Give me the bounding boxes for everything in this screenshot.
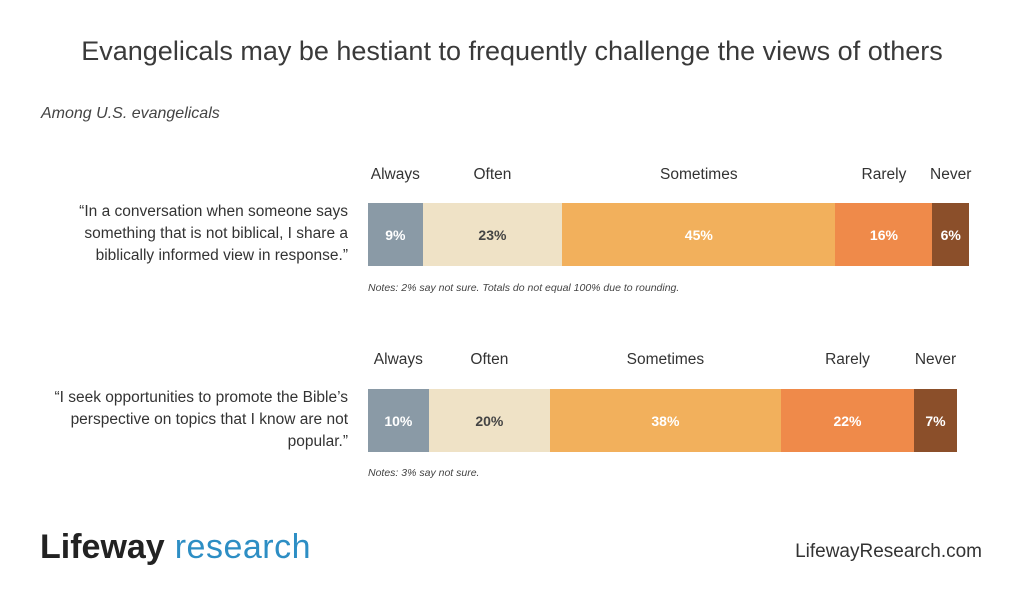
bar-segment-always: 9% (368, 203, 423, 266)
chart-2-note: Notes: 3% say not sure. (368, 467, 480, 479)
data-label: 23% (478, 226, 507, 243)
question-1: “In a conversation when someone says som… (79, 203, 348, 264)
chart-subtitle: Among U.S. evangelicals (41, 105, 220, 122)
category-label-always: Always (370, 166, 420, 183)
category-label-often: Often (470, 351, 509, 368)
data-label: 16% (869, 226, 898, 243)
category-label-often: Often (473, 166, 512, 183)
bar-segment-rarely: 16% (835, 203, 933, 266)
bar-segment-always: 10% (368, 389, 429, 452)
question-2: “I seek opportunities to promote the Bib… (54, 389, 348, 450)
category-label-never: Never (930, 166, 972, 183)
data-label: 45% (684, 226, 713, 243)
data-label: 9% (385, 226, 406, 243)
category-label-rarely: Rarely (861, 166, 907, 183)
bar-segment-rarely: 22% (780, 389, 915, 452)
chart-title: Evangelicals may be hestiant to frequent… (81, 36, 943, 66)
category-label-never: Never (914, 351, 957, 368)
category-label-sometimes: Sometimes (660, 166, 738, 183)
chart-1-note: Notes: 2% say not sure. Totals do not eq… (368, 282, 680, 294)
category-label-always: Always (373, 351, 423, 368)
data-label: 6% (940, 226, 961, 243)
bar-segment-often: 20% (428, 389, 551, 452)
data-label: 38% (651, 412, 680, 429)
bar-segment-never: 6% (932, 203, 969, 266)
bar-segment-sometimes: 38% (550, 389, 781, 452)
data-label: 22% (833, 412, 862, 429)
lifeway-research-logo: Lifeway research (40, 528, 311, 567)
logo-word-research: research (174, 528, 311, 566)
bar-segment-never: 7% (914, 389, 957, 452)
data-label: 10% (384, 412, 413, 429)
bar-segment-sometimes: 45% (562, 203, 836, 266)
category-label-sometimes: Sometimes (626, 351, 705, 368)
stacked-bar-1: 9% 23% 45% 16% 6% (368, 203, 969, 266)
stacked-bar-2: 10% 20% 38% 22% 7% (368, 389, 957, 452)
logo-word-lifeway: Lifeway (40, 528, 165, 566)
data-label: 7% (925, 412, 946, 429)
bar-segment-often: 23% (422, 203, 563, 266)
website-url: LifewayResearch.com (795, 541, 982, 562)
data-label: 20% (475, 412, 504, 429)
category-label-rarely: Rarely (825, 351, 870, 368)
